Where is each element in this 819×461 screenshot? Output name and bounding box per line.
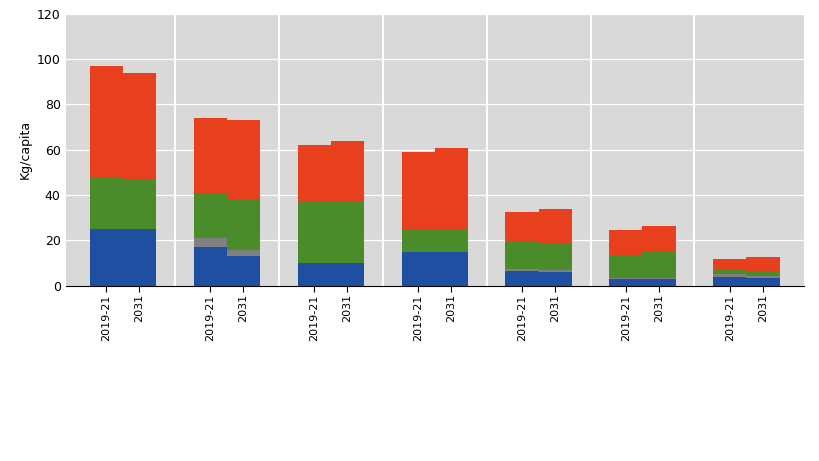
Bar xyxy=(434,229,467,252)
Bar xyxy=(745,258,779,271)
Bar xyxy=(226,256,260,286)
Bar xyxy=(434,148,467,229)
Bar xyxy=(123,229,156,286)
Bar xyxy=(226,249,260,256)
Bar xyxy=(713,259,745,270)
Bar xyxy=(538,270,571,272)
Bar xyxy=(609,279,642,286)
Bar xyxy=(193,247,226,286)
Bar xyxy=(89,229,123,286)
Bar xyxy=(297,145,330,202)
Bar xyxy=(193,118,226,193)
Bar xyxy=(434,252,467,286)
Bar xyxy=(330,141,364,202)
Bar xyxy=(401,229,434,252)
Bar xyxy=(538,243,571,270)
Bar xyxy=(538,272,571,286)
Bar xyxy=(89,66,123,177)
Bar xyxy=(297,202,330,263)
Bar xyxy=(330,263,364,286)
Bar xyxy=(401,252,434,286)
Bar xyxy=(609,278,642,279)
Bar xyxy=(505,269,538,271)
Bar xyxy=(297,263,330,286)
Bar xyxy=(609,255,642,278)
Bar xyxy=(505,271,538,286)
Bar xyxy=(193,238,226,247)
Bar xyxy=(745,271,779,276)
Bar xyxy=(713,270,745,274)
Bar xyxy=(123,179,156,229)
Bar xyxy=(505,242,538,269)
Bar xyxy=(123,73,156,179)
Bar xyxy=(745,278,779,286)
Bar xyxy=(642,226,675,251)
Bar xyxy=(193,193,226,238)
Bar xyxy=(505,212,538,242)
Bar xyxy=(401,152,434,229)
Bar xyxy=(713,274,745,277)
Bar xyxy=(642,279,675,286)
Bar xyxy=(538,209,571,243)
Bar xyxy=(713,277,745,286)
Bar xyxy=(330,202,364,263)
Bar xyxy=(226,120,260,200)
Y-axis label: Kg/capita: Kg/capita xyxy=(18,120,31,179)
Bar xyxy=(745,276,779,278)
Bar xyxy=(609,230,642,255)
Bar xyxy=(642,251,675,278)
Bar xyxy=(89,177,123,229)
Bar xyxy=(226,200,260,249)
Bar xyxy=(642,278,675,279)
